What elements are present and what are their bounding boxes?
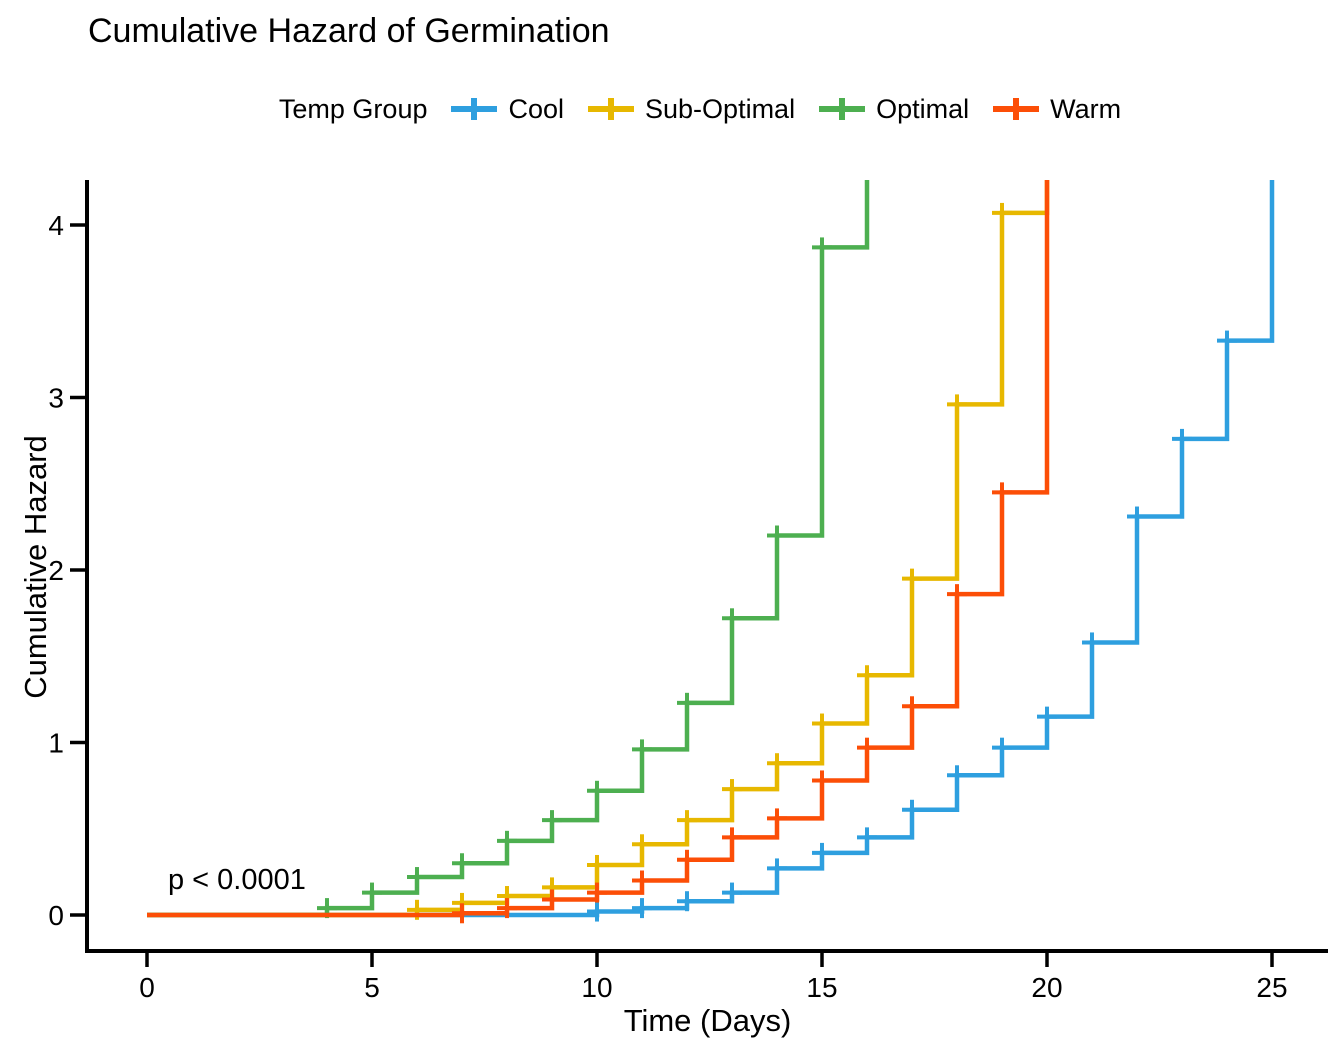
step-plus-mark <box>767 808 787 829</box>
series-line-optimal <box>147 180 870 918</box>
step-plus-mark <box>587 901 607 922</box>
x-tick-label: 0 <box>139 972 155 1003</box>
step-plus-mark <box>857 827 877 848</box>
step-plus-mark <box>947 765 967 786</box>
y-tick-label: 1 <box>48 728 64 759</box>
legend-entry-cool: Cool <box>451 94 564 125</box>
step-plus-mark <box>902 568 922 589</box>
step-plus-mark <box>587 882 607 903</box>
step-plus-mark <box>407 867 427 888</box>
step-plus-mark <box>722 827 742 848</box>
pvalue-annotation: p < 0.0001 <box>168 864 306 896</box>
legend-title: Temp Group <box>278 93 428 124</box>
step-plus-mark <box>812 713 832 734</box>
tick-marks <box>70 223 1274 967</box>
x-tick-label: 20 <box>1031 972 1062 1003</box>
cool-key-icon <box>451 96 498 122</box>
step-plus-mark <box>722 882 742 903</box>
step-plus-mark <box>722 779 742 800</box>
step-plus-mark <box>632 739 652 760</box>
step-plus-mark <box>947 584 967 605</box>
y-tick-label: 2 <box>48 555 64 586</box>
step-plus-mark <box>632 834 652 855</box>
step-plus-mark <box>542 810 562 831</box>
legend-label-sub-optimal: Sub-Optimal <box>645 93 796 124</box>
step-plus-mark <box>542 889 562 910</box>
step-plus-mark <box>632 870 652 891</box>
step-plus-mark <box>497 898 517 919</box>
step-plus-mark <box>767 858 787 879</box>
series-line-cool <box>147 180 1275 918</box>
step-plus-mark <box>1172 428 1192 449</box>
step-plus-mark <box>452 853 472 874</box>
step-plus-mark <box>992 482 1012 503</box>
y-tick-label: 0 <box>48 900 64 931</box>
chart-title: Cumulative Hazard of Germination <box>88 12 610 50</box>
legend-entry-optimal: Optimal <box>819 94 969 125</box>
step-plus-mark <box>1082 632 1102 653</box>
step-plus-mark <box>857 665 877 686</box>
axes <box>85 180 1328 953</box>
step-plus-mark <box>1217 330 1237 351</box>
step-plus-mark <box>767 525 787 546</box>
y-tick-label: 3 <box>48 383 64 414</box>
step-plus-mark <box>677 891 697 912</box>
step-plus-mark <box>1127 506 1147 527</box>
legend-label-warm: Warm <box>1050 93 1122 124</box>
step-plus-mark <box>677 849 697 870</box>
step-plus-mark <box>767 753 787 774</box>
x-tick-label: 25 <box>1256 972 1287 1003</box>
tick-labels: 0 5 10 15 20 25 0 1 2 3 4 <box>48 210 1287 1003</box>
step-plus-mark <box>722 608 742 629</box>
step-plus-mark <box>992 202 1012 223</box>
x-tick-label: 10 <box>581 972 612 1003</box>
series-cool <box>147 180 1275 922</box>
step-plus-mark <box>632 898 652 919</box>
step-plus-mark <box>812 842 832 863</box>
legend-entry-sub-optimal: Sub-Optimal <box>588 94 795 125</box>
legend-label-optimal: Optimal <box>876 93 970 124</box>
step-plus-mark <box>587 854 607 875</box>
step-plus-mark <box>947 394 967 415</box>
step-plus-mark <box>362 882 382 903</box>
x-axis-title: Time (Days) <box>623 1003 792 1038</box>
step-plus-mark <box>902 799 922 820</box>
step-plus-mark <box>677 692 697 713</box>
optimal-key-icon <box>819 96 866 122</box>
legend-entry-warm: Warm <box>993 94 1121 125</box>
step-plus-mark <box>857 737 877 758</box>
step-plus-mark <box>1037 706 1057 727</box>
x-tick-label: 5 <box>364 972 380 1003</box>
series-warm <box>147 180 1050 924</box>
warm-key-icon <box>993 96 1040 122</box>
legend: Temp Group Cool Sub-Optimal Optimal Warm <box>56 92 1344 126</box>
series-optimal <box>147 180 870 919</box>
legend-label-cool: Cool <box>508 93 565 124</box>
step-plus-mark <box>992 737 1012 758</box>
step-plus-mark <box>812 237 832 258</box>
y-axis-title: Cumulative Hazard <box>18 435 53 699</box>
step-plus-mark <box>452 903 472 924</box>
sub-optimal-key-icon <box>588 96 635 122</box>
y-tick-label: 4 <box>48 210 64 241</box>
step-plus-mark <box>587 780 607 801</box>
step-plus-mark <box>497 830 517 851</box>
step-plus-mark <box>812 770 832 791</box>
step-plus-mark <box>677 810 697 831</box>
x-tick-label: 15 <box>806 972 837 1003</box>
step-plus-mark <box>902 696 922 717</box>
